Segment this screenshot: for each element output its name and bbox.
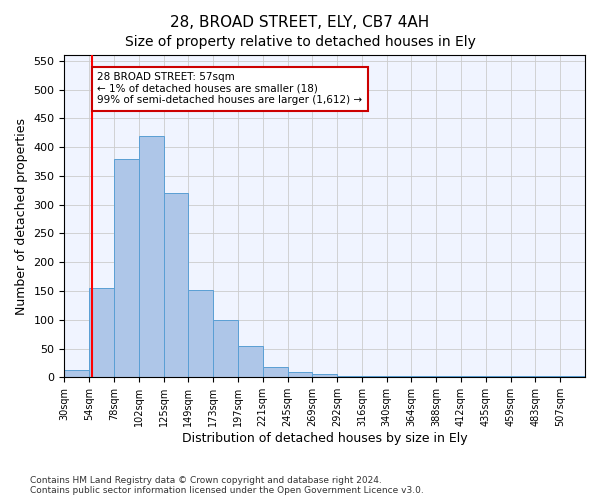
Bar bbox=[188, 290, 213, 378]
Bar bbox=[362, 376, 386, 378]
Bar bbox=[535, 376, 560, 378]
Bar bbox=[164, 193, 188, 378]
Bar bbox=[139, 136, 164, 378]
Bar bbox=[511, 376, 535, 378]
Bar bbox=[486, 376, 511, 378]
Bar bbox=[560, 376, 585, 378]
Text: Size of property relative to detached houses in Ely: Size of property relative to detached ho… bbox=[125, 35, 475, 49]
Bar bbox=[412, 376, 436, 378]
Bar bbox=[461, 376, 486, 378]
Bar bbox=[386, 376, 412, 378]
Text: Contains HM Land Registry data © Crown copyright and database right 2024.
Contai: Contains HM Land Registry data © Crown c… bbox=[30, 476, 424, 495]
Bar bbox=[436, 376, 461, 378]
Bar bbox=[64, 370, 89, 378]
Text: 28, BROAD STREET, ELY, CB7 4AH: 28, BROAD STREET, ELY, CB7 4AH bbox=[170, 15, 430, 30]
Bar bbox=[313, 374, 337, 378]
Bar bbox=[287, 372, 313, 378]
Bar bbox=[114, 158, 139, 378]
Text: 28 BROAD STREET: 57sqm
← 1% of detached houses are smaller (18)
99% of semi-deta: 28 BROAD STREET: 57sqm ← 1% of detached … bbox=[97, 72, 362, 106]
Bar bbox=[89, 288, 114, 378]
Y-axis label: Number of detached properties: Number of detached properties bbox=[15, 118, 28, 314]
Bar bbox=[213, 320, 238, 378]
Bar bbox=[263, 367, 287, 378]
Bar bbox=[337, 376, 362, 378]
Bar bbox=[238, 346, 263, 378]
X-axis label: Distribution of detached houses by size in Ely: Distribution of detached houses by size … bbox=[182, 432, 467, 445]
